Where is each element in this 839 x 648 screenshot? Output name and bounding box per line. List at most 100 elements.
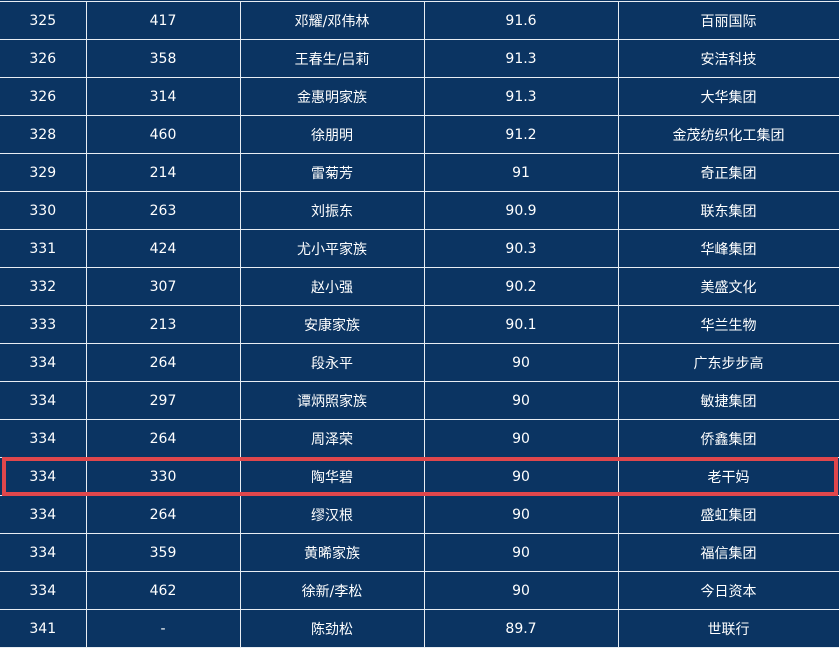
rank-cell: 326 (0, 77, 87, 116)
prev-rank-cell: 330 (85, 457, 241, 496)
prev-rank-cell: 358 (85, 39, 241, 78)
table-row: 334 264 周泽荣 90 侨鑫集团 (0, 419, 839, 458)
prev-rank-cell: 264 (85, 495, 241, 534)
name-cell: 谭炳照家族 (239, 381, 425, 420)
name-cell: 徐朋明 (239, 115, 425, 154)
prev-rank-cell: 307 (85, 267, 241, 306)
rank-cell: 333 (0, 305, 87, 344)
prev-rank-cell: 264 (85, 343, 241, 382)
wealth-cell: 90 (423, 457, 619, 496)
prev-rank-cell: 460 (85, 115, 241, 154)
prev-rank-cell: - (85, 609, 241, 648)
prev-rank-cell: 297 (85, 381, 241, 420)
table-row: 334 264 缪汉根 90 盛虹集团 (0, 495, 839, 534)
name-cell: 赵小强 (239, 267, 425, 306)
wealth-cell: 90.9 (423, 191, 619, 230)
wealth-cell: 90.3 (423, 229, 619, 268)
table-row: 326 314 金惠明家族 91.3 大华集团 (0, 77, 839, 116)
company-cell: 广东步步高 (617, 343, 839, 382)
name-cell: 尤小平家族 (239, 229, 425, 268)
company-cell: 侨鑫集团 (617, 419, 839, 458)
prev-rank-cell: 213 (85, 305, 241, 344)
company-cell: 今日资本 (617, 571, 839, 610)
wealth-cell: 89.7 (423, 609, 619, 648)
wealth-cell: 90 (423, 495, 619, 534)
prev-rank-cell: 462 (85, 571, 241, 610)
rank-cell: 326 (0, 39, 87, 78)
rank-cell: 331 (0, 229, 87, 268)
rank-cell: 328 (0, 115, 87, 154)
wealth-cell: 91.3 (423, 77, 619, 116)
table-row: 330 263 刘振东 90.9 联东集团 (0, 191, 839, 230)
company-cell: 金茂纺织化工集团 (617, 115, 839, 154)
name-cell: 陶华碧 (239, 457, 425, 496)
company-cell: 世联行 (617, 609, 839, 648)
company-cell: 华兰生物 (617, 305, 839, 344)
rank-cell: 325 (0, 1, 87, 40)
rank-cell: 334 (0, 419, 87, 458)
company-cell: 福信集团 (617, 533, 839, 572)
name-cell: 刘振东 (239, 191, 425, 230)
name-cell: 徐新/李松 (239, 571, 425, 610)
table-row: 341- 陈劲松 89.7 世联行 (0, 609, 839, 648)
table-row: 334 359 黄晞家族 90 福信集团 (0, 533, 839, 572)
rank-cell: 341 (0, 609, 87, 648)
table-row: 334 297 谭炳照家族 90 敏捷集团 (0, 381, 839, 420)
table-row: 325 417 邓耀/邓伟林 91.6 百丽国际 (0, 1, 839, 40)
rank-cell: 334 (0, 533, 87, 572)
company-cell: 大华集团 (617, 77, 839, 116)
wealth-cell: 90 (423, 381, 619, 420)
table-row: 334 462 徐新/李松 90 今日资本 (0, 571, 839, 610)
prev-rank-cell: 263 (85, 191, 241, 230)
company-cell: 华峰集团 (617, 229, 839, 268)
company-cell: 盛虹集团 (617, 495, 839, 534)
name-cell: 安康家族 (239, 305, 425, 344)
name-cell: 陈劲松 (239, 609, 425, 648)
rank-cell: 334 (0, 495, 87, 534)
prev-rank-cell: 264 (85, 419, 241, 458)
rank-cell: 332 (0, 267, 87, 306)
name-cell: 周泽荣 (239, 419, 425, 458)
rank-cell: 329 (0, 153, 87, 192)
wealth-cell: 90 (423, 343, 619, 382)
company-cell: 联东集团 (617, 191, 839, 230)
company-cell: 奇正集团 (617, 153, 839, 192)
prev-rank-cell: 424 (85, 229, 241, 268)
company-cell: 安洁科技 (617, 39, 839, 78)
wealth-cell: 91.2 (423, 115, 619, 154)
prev-rank-cell: 359 (85, 533, 241, 572)
prev-rank-cell: 314 (85, 77, 241, 116)
wealth-cell: 90 (423, 571, 619, 610)
name-cell: 缪汉根 (239, 495, 425, 534)
table-row: 332 307 赵小强 90.2 美盛文化 (0, 267, 839, 306)
name-cell: 黄晞家族 (239, 533, 425, 572)
table-row: 328 460 徐朋明 91.2 金茂纺织化工集团 (0, 115, 839, 154)
rank-cell: 334 (0, 457, 87, 496)
prev-rank-cell: 417 (85, 1, 241, 40)
table-row: 334 264 段永平 90 广东步步高 (0, 343, 839, 382)
wealth-cell: 90 (423, 533, 619, 572)
wealth-cell: 91.6 (423, 1, 619, 40)
company-cell: 敏捷集团 (617, 381, 839, 420)
prev-rank-cell: 214 (85, 153, 241, 192)
company-cell: 老干妈 (617, 457, 839, 496)
name-cell: 王春生/吕莉 (239, 39, 425, 78)
rank-cell: 334 (0, 343, 87, 382)
table-row: 326 358 王春生/吕莉 91.3 安洁科技 (0, 39, 839, 78)
wealth-cell: 91.3 (423, 39, 619, 78)
table-row: 329 214 雷菊芳 91 奇正集团 (0, 153, 839, 192)
wealth-cell: 90.2 (423, 267, 619, 306)
name-cell: 邓耀/邓伟林 (239, 1, 425, 40)
rank-cell: 334 (0, 571, 87, 610)
company-cell: 美盛文化 (617, 267, 839, 306)
wealth-cell: 91 (423, 153, 619, 192)
table-row: 331 424 尤小平家族 90.3 华峰集团 (0, 229, 839, 268)
wealth-cell: 90.1 (423, 305, 619, 344)
name-cell: 金惠明家族 (239, 77, 425, 116)
rank-cell: 330 (0, 191, 87, 230)
name-cell: 雷菊芳 (239, 153, 425, 192)
name-cell: 段永平 (239, 343, 425, 382)
company-cell: 百丽国际 (617, 1, 839, 40)
wealth-cell: 90 (423, 419, 619, 458)
